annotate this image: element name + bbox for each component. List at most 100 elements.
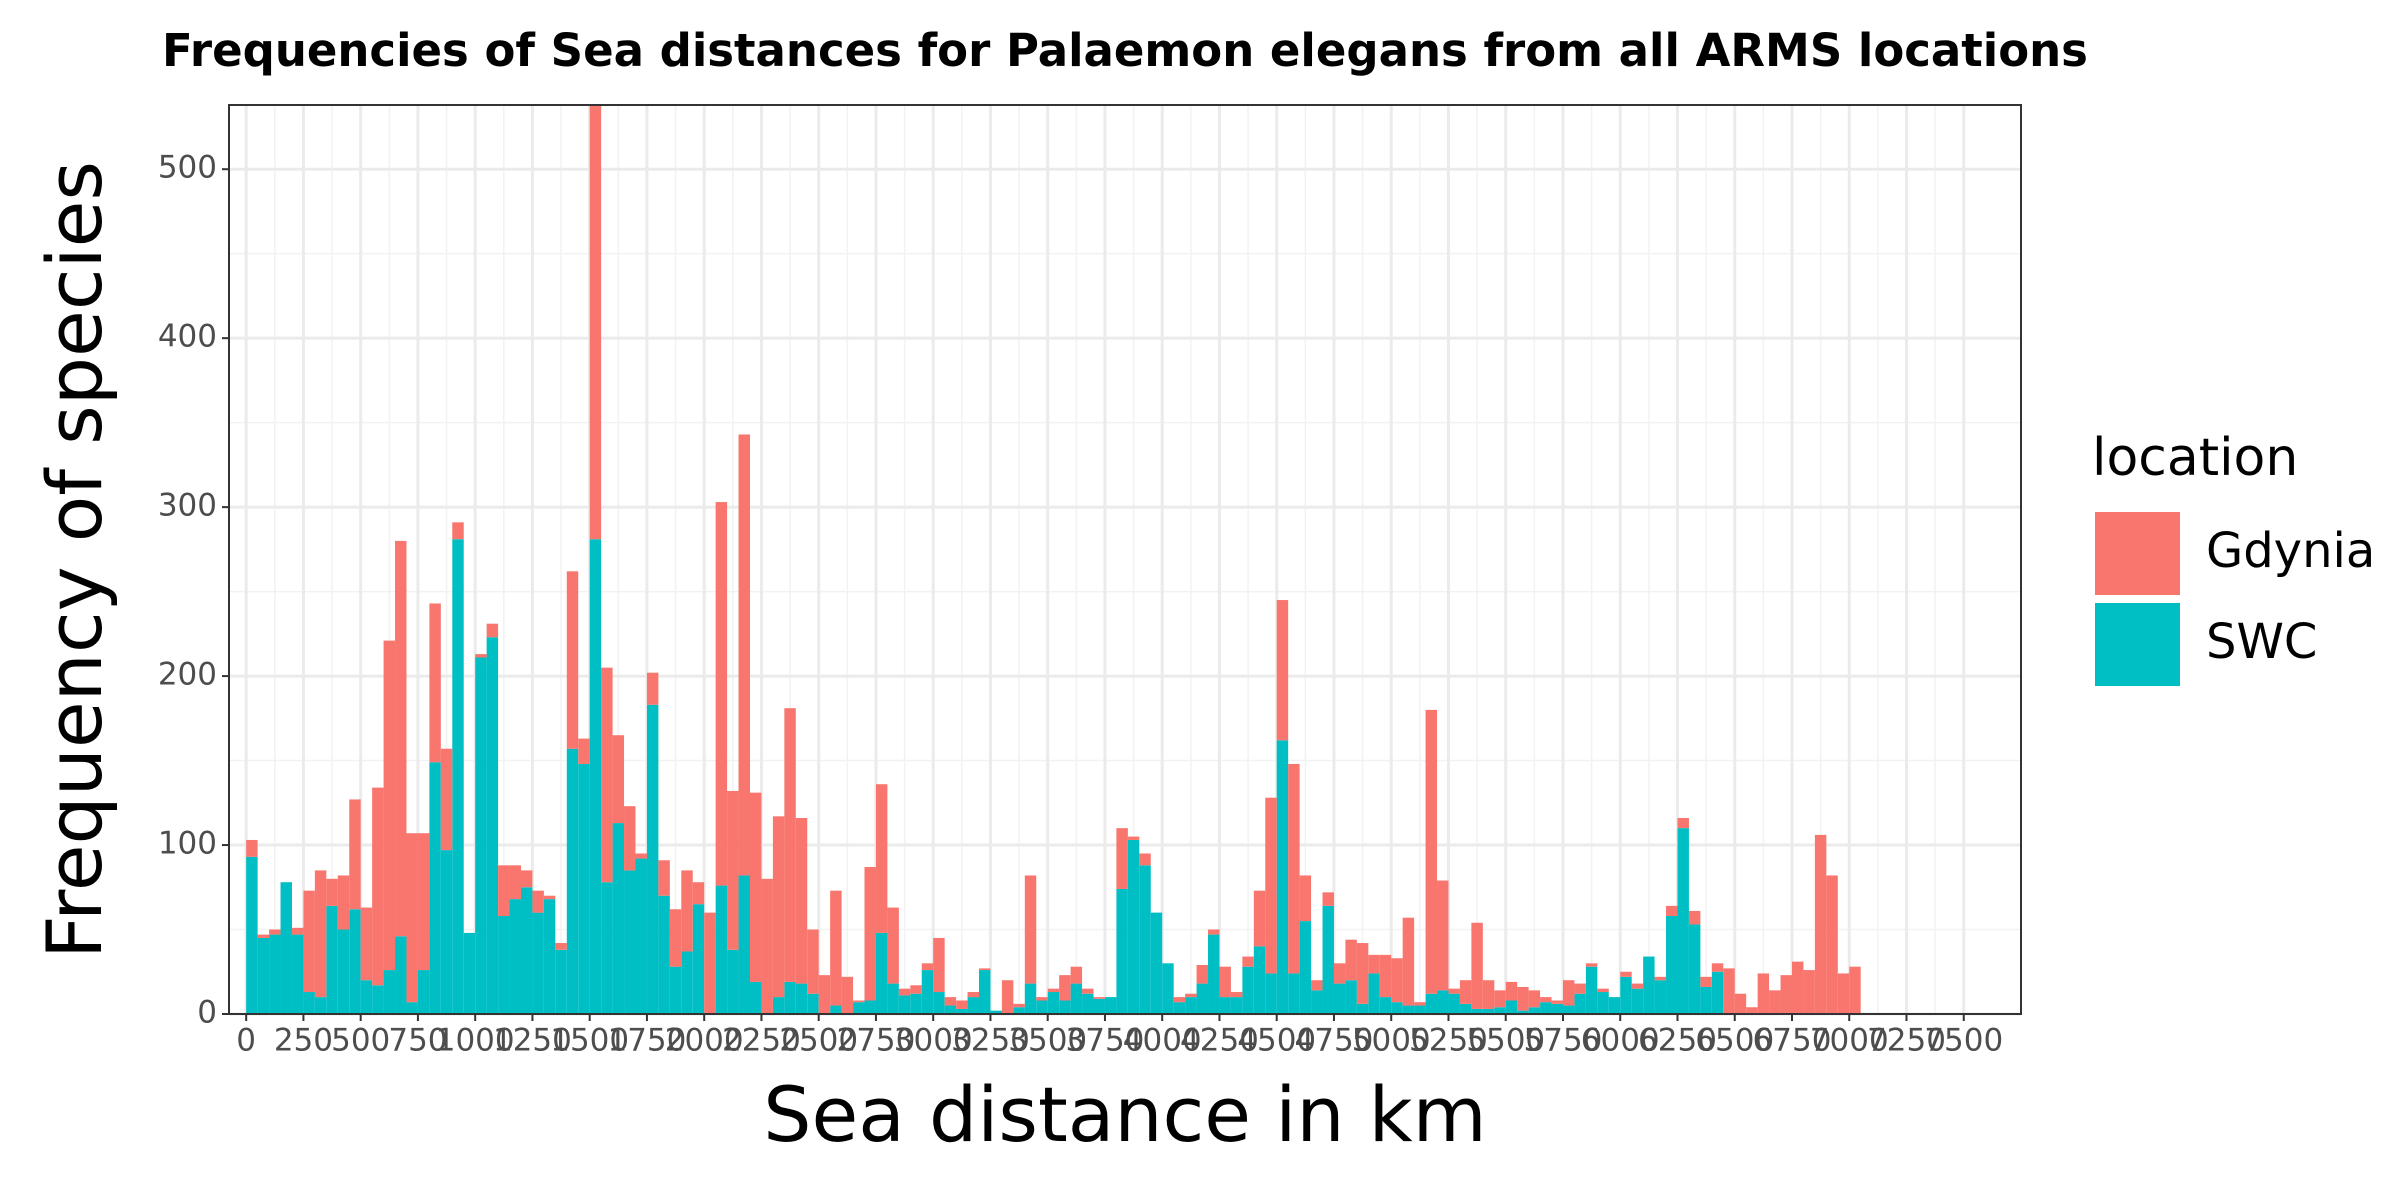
bar [990, 1010, 1002, 1014]
bar [360, 980, 373, 1014]
bar [1734, 993, 1747, 1014]
bar [1837, 973, 1850, 1014]
bar [738, 875, 750, 1014]
bar [979, 970, 991, 1014]
bar [1459, 1003, 1472, 1014]
bar [1036, 1000, 1048, 1014]
x-tick-label: 1750 [607, 1023, 686, 1059]
x-tick-label: 3000 [894, 1023, 973, 1059]
bar [372, 787, 384, 986]
bar [784, 708, 796, 982]
bar [635, 853, 647, 859]
bar [1723, 968, 1735, 1014]
bar [417, 970, 430, 1014]
bar [1242, 966, 1254, 1014]
bar [1425, 993, 1438, 1014]
bar [452, 539, 464, 1014]
bar [1322, 892, 1334, 906]
bar [520, 887, 533, 1014]
bar [979, 968, 991, 971]
bar [738, 434, 750, 876]
bar [1162, 963, 1174, 1014]
bar [1414, 1002, 1426, 1006]
bar [543, 899, 556, 1014]
x-tick-label: 6750 [1753, 1023, 1832, 1059]
bar [841, 976, 854, 1014]
bar [956, 1008, 968, 1014]
bar [1677, 818, 1689, 829]
panel-border [228, 104, 2022, 1015]
bar [1780, 975, 1792, 1014]
y-tick-label: 400 [158, 319, 217, 355]
bar [326, 878, 338, 906]
bar [314, 870, 327, 998]
bar [269, 934, 281, 1014]
bar [1356, 943, 1369, 1004]
bar [1654, 976, 1667, 981]
bar [337, 929, 350, 1014]
x-tick-label: 2500 [779, 1023, 858, 1059]
bar [669, 966, 682, 1014]
bar [1322, 905, 1334, 1014]
bar [658, 895, 670, 1014]
x-tick-label: 1250 [493, 1023, 572, 1059]
bar [543, 895, 556, 900]
bar [944, 997, 957, 1006]
x-tick-label: 5750 [1524, 1023, 1603, 1059]
bar [1437, 880, 1449, 991]
chart-title: Frequencies of Sea distances for Palaemo… [162, 24, 2088, 77]
x-tick-label: 2750 [836, 1023, 915, 1059]
x-tick-label: 5000 [1352, 1023, 1431, 1059]
bar [1104, 997, 1117, 1014]
bar [1311, 980, 1323, 991]
bar [772, 997, 785, 1014]
bar [1001, 980, 1014, 1014]
bar [303, 992, 315, 1014]
bar [1517, 986, 1529, 1011]
bar [875, 932, 888, 1014]
bar [1574, 983, 1586, 994]
bar [1345, 939, 1357, 981]
bar [1608, 997, 1621, 1014]
bar [326, 905, 338, 1014]
bar [772, 816, 785, 998]
bar [246, 839, 258, 857]
bar [818, 975, 831, 1014]
bar [1574, 993, 1586, 1014]
bar [1047, 992, 1060, 1014]
bar [1139, 865, 1151, 1014]
bar [1746, 1007, 1758, 1014]
bar [1127, 839, 1140, 1014]
x-tick-label: 7250 [1867, 1023, 1946, 1059]
bar [1093, 998, 1105, 1014]
bar [1494, 990, 1506, 1008]
bar [1013, 1003, 1025, 1008]
bar [910, 993, 922, 1014]
bar [1311, 990, 1323, 1014]
bar [681, 951, 693, 1014]
bar [452, 522, 464, 540]
bar [1230, 997, 1243, 1014]
bar [395, 540, 407, 937]
y-tick-label: 0 [197, 995, 217, 1031]
bar [1814, 834, 1827, 1014]
x-tick-label: 1000 [436, 1023, 515, 1059]
bar [1791, 961, 1804, 1014]
bar [1024, 983, 1037, 1014]
bar [1528, 990, 1541, 1008]
bar [1288, 973, 1300, 1014]
bar [715, 885, 728, 1014]
bar [1230, 992, 1243, 998]
y-tick-label: 300 [158, 488, 217, 524]
x-tick-label: 250 [274, 1023, 333, 1059]
x-tick-label: 1500 [550, 1023, 629, 1059]
bar [463, 932, 476, 1014]
bar [1540, 1002, 1552, 1014]
bar [921, 970, 934, 1014]
legend-key [2095, 512, 2180, 595]
x-tick-label: 4500 [1237, 1023, 1316, 1059]
bar [566, 571, 579, 749]
bar [291, 927, 304, 935]
y-tick-label: 200 [158, 657, 217, 693]
bar [1288, 763, 1300, 974]
